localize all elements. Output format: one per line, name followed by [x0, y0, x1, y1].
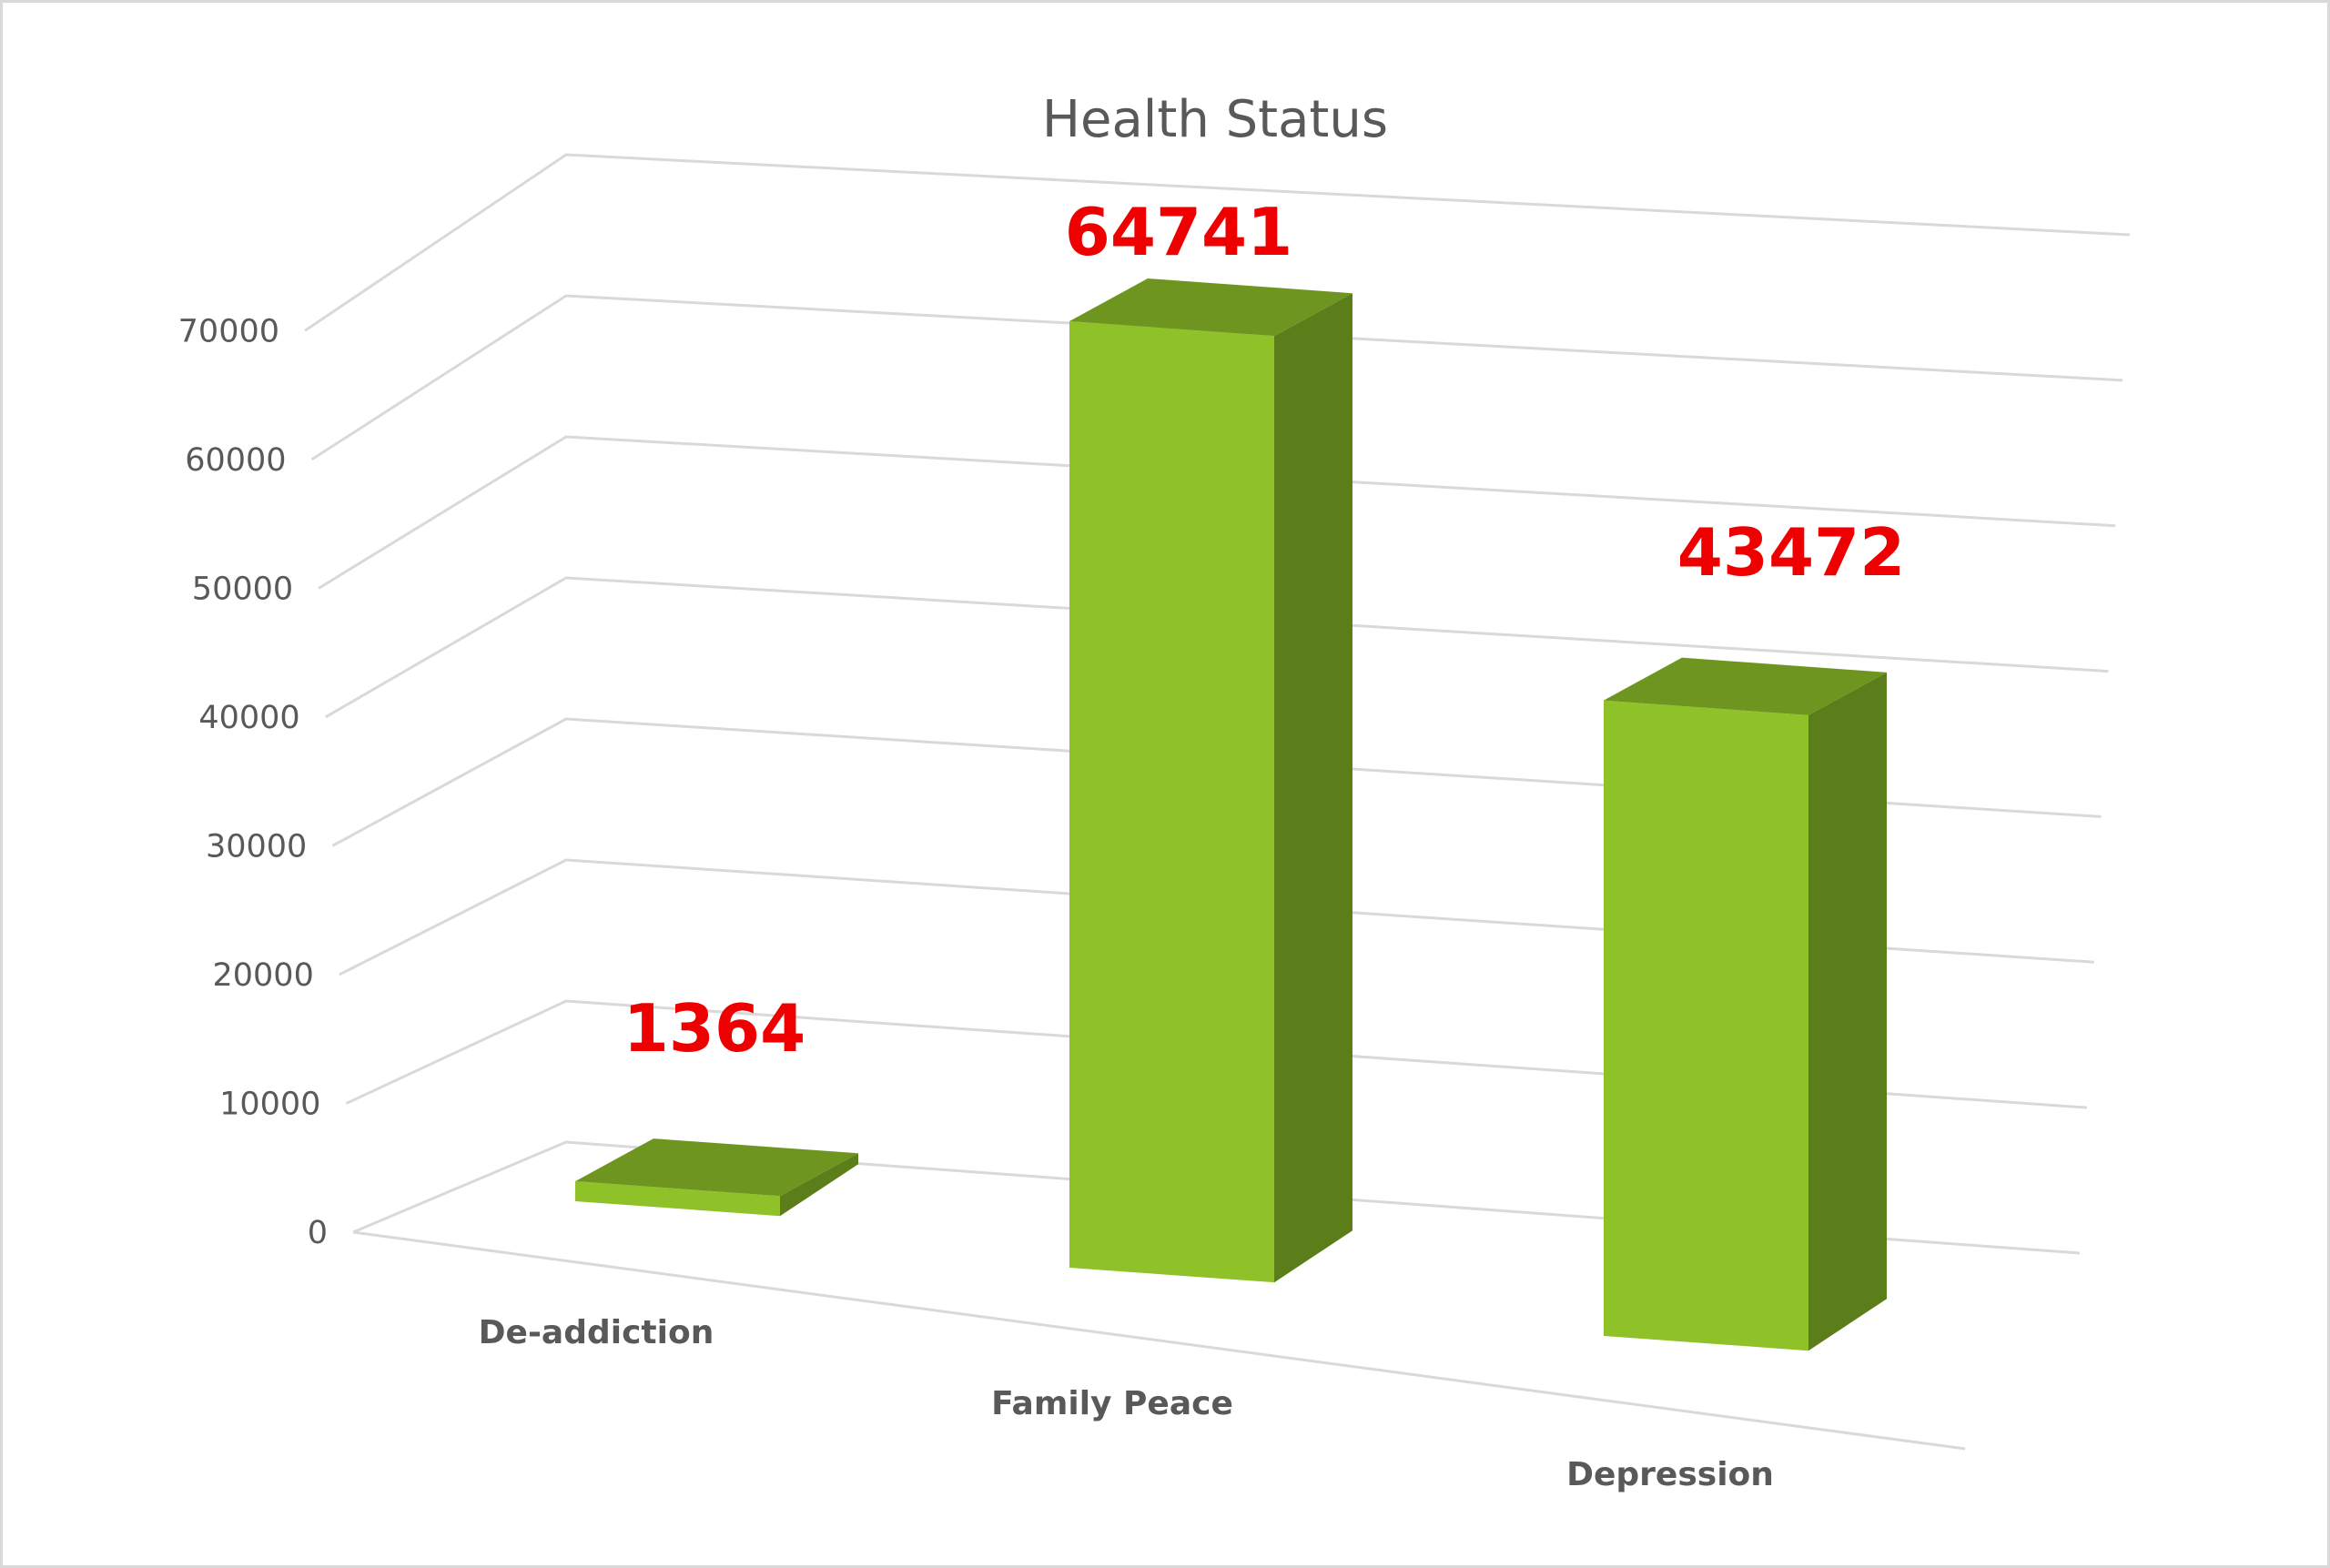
- y-tick-label: 50000: [192, 571, 293, 607]
- gridline: [331, 717, 2102, 847]
- gridline: [310, 294, 2123, 461]
- floor-front-edge: [352, 1230, 1966, 1451]
- gridline: [304, 153, 2131, 332]
- chart-title: Health Status: [1042, 90, 1388, 149]
- data-labels: 1364 64741 43472: [623, 194, 1905, 1067]
- gridlines: [304, 153, 2131, 1451]
- bar-side: [1274, 293, 1352, 1283]
- bar-depression: [1604, 657, 1887, 1351]
- y-tick-label: 0: [308, 1215, 328, 1251]
- y-tick-label: 40000: [198, 700, 299, 736]
- bar-front: [1069, 321, 1274, 1283]
- y-tick-label: 10000: [219, 1086, 320, 1122]
- bar-top: [575, 1138, 858, 1197]
- y-tick-label: 70000: [178, 313, 279, 349]
- bar-de-addiction: [575, 1138, 858, 1217]
- y-tick-label: 30000: [206, 828, 307, 865]
- data-label: 64741: [1065, 194, 1293, 270]
- bar-front: [575, 1181, 780, 1217]
- y-tick-label: 60000: [185, 442, 286, 479]
- data-label: 1364: [623, 990, 805, 1067]
- bar-top: [1069, 278, 1352, 337]
- gridline: [324, 576, 2109, 719]
- gridline: [318, 435, 2116, 590]
- bar-side: [1808, 672, 1887, 1351]
- bar-front: [1604, 700, 1808, 1351]
- bars: [575, 278, 1887, 1351]
- bar-top: [1604, 657, 1887, 715]
- x-axis-ticks: De-addiction Family Peace Depression: [479, 1314, 1774, 1493]
- x-tick-label: Depression: [1566, 1456, 1774, 1493]
- gridline: [352, 1140, 2081, 1255]
- bar-side: [780, 1153, 858, 1217]
- bar-family-peace: [1069, 278, 1352, 1283]
- gridline: [339, 858, 2094, 976]
- y-axis-ticks: 0 10000 20000 30000 40000 50000 60000 70000: [178, 313, 328, 1251]
- x-tick-label: Family Peace: [991, 1385, 1233, 1422]
- y-tick-label: 20000: [213, 957, 314, 994]
- gridline: [345, 999, 2087, 1109]
- x-tick-label: De-addiction: [479, 1314, 714, 1351]
- data-label: 43472: [1677, 514, 1906, 591]
